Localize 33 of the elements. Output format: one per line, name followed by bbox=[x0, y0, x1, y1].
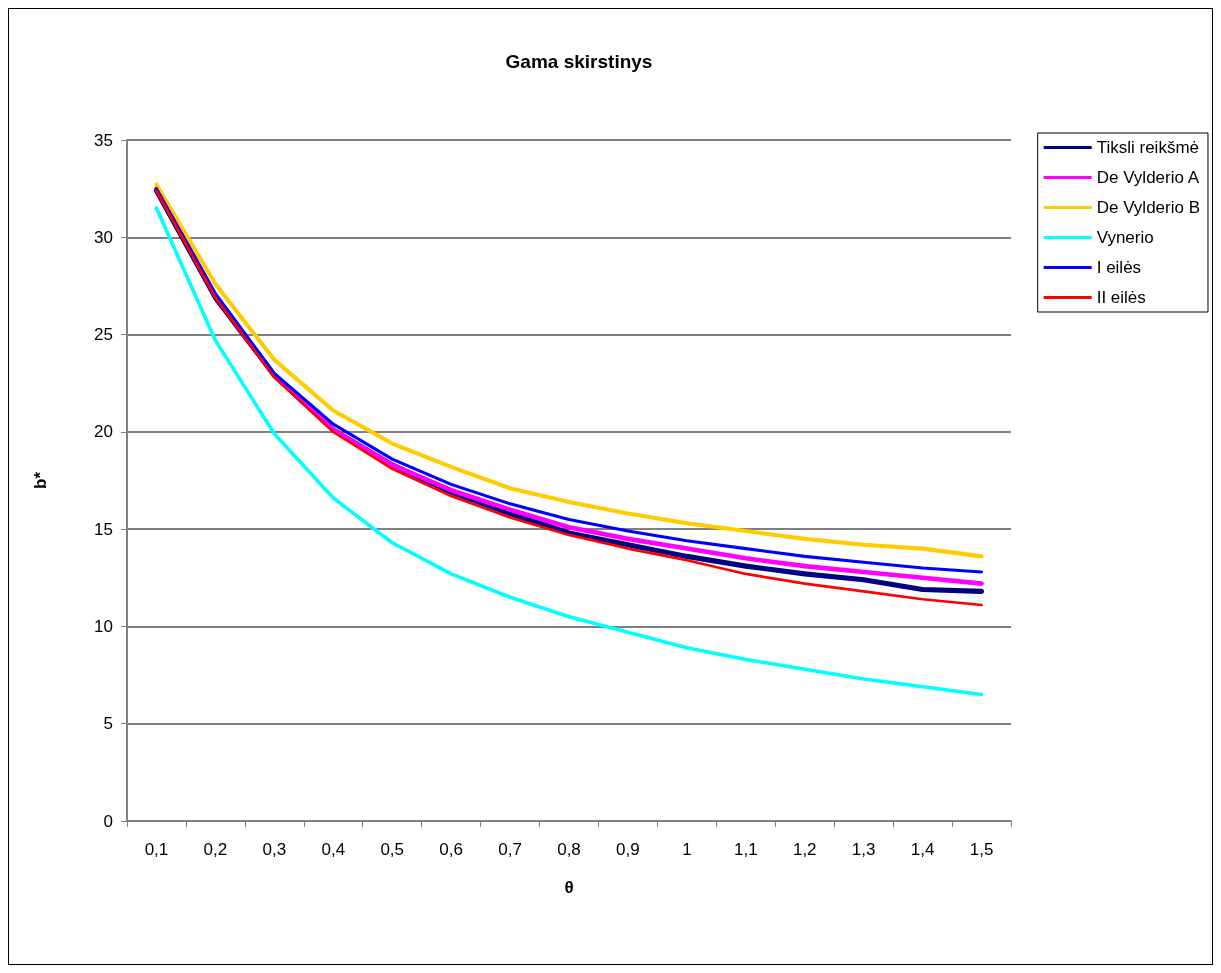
y-tick-label: 30 bbox=[94, 227, 113, 247]
x-tick-label: 0,3 bbox=[262, 840, 287, 859]
x-tick-label: 1,3 bbox=[851, 840, 876, 859]
y-tick-label: 0 bbox=[103, 811, 113, 831]
x-tick-label: 1,5 bbox=[969, 840, 994, 859]
legend-label: De Vylderio B bbox=[1096, 198, 1201, 217]
x-tick-label: 1,1 bbox=[733, 840, 758, 859]
legend-label: Tiksli reikšmė bbox=[1096, 138, 1200, 157]
legend-label: De Vylderio A bbox=[1096, 168, 1200, 187]
x-tick-label: 0,6 bbox=[439, 840, 463, 859]
y-tick-label: 25 bbox=[94, 325, 113, 345]
x-tick-label: 0,4 bbox=[321, 840, 346, 859]
x-tick-label: 0,1 bbox=[144, 840, 169, 859]
y-axis-title: b* bbox=[31, 471, 50, 489]
x-tick-label: 0,8 bbox=[557, 840, 581, 859]
legend-label: II eilės bbox=[1096, 288, 1146, 307]
y-tick-label: 20 bbox=[94, 422, 113, 442]
legend-label: I eilės bbox=[1096, 258, 1142, 277]
x-tick-label: 0,5 bbox=[380, 840, 405, 859]
x-tick-label: 0,7 bbox=[498, 840, 522, 859]
x-tick-label: 0,2 bbox=[203, 840, 228, 859]
line-series bbox=[154, 206, 984, 697]
x-tick-label: 1 bbox=[682, 840, 692, 859]
y-tick-label: 35 bbox=[94, 130, 113, 150]
legend-label: Vynerio bbox=[1096, 228, 1154, 247]
x-axis-title: θ bbox=[564, 878, 574, 897]
y-tick-label: 10 bbox=[94, 616, 113, 636]
x-tick-label: 0,9 bbox=[616, 840, 640, 859]
chart-title: Gama skirstinys bbox=[505, 51, 653, 72]
y-tick-label: 5 bbox=[103, 714, 113, 734]
y-tick-label: 15 bbox=[94, 519, 113, 539]
x-tick-label: 1,4 bbox=[910, 840, 935, 859]
x-tick-label: 1,2 bbox=[792, 840, 817, 859]
